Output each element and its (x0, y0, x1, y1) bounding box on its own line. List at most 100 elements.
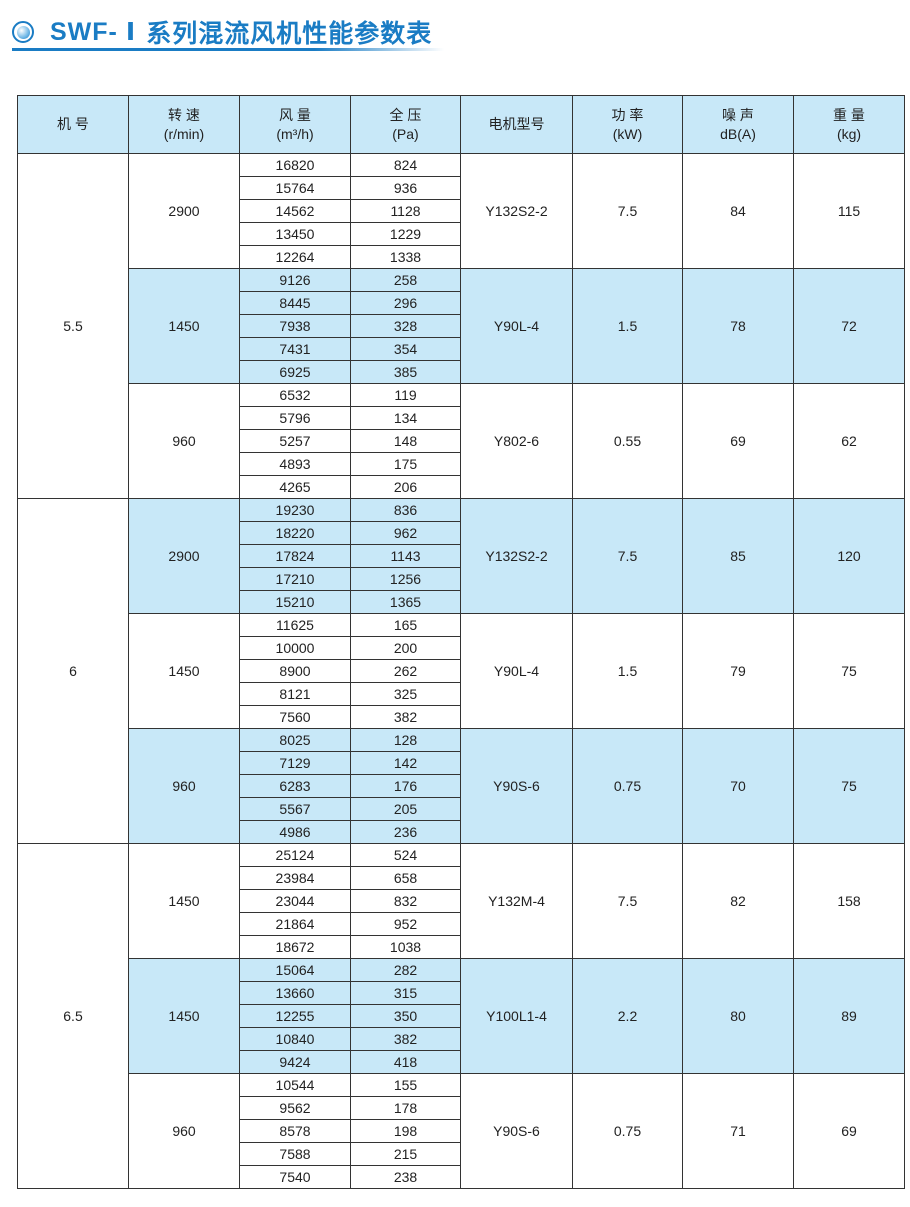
power-cell: 7.5 (572, 498, 683, 614)
pressure-cell: 282 (350, 958, 461, 982)
table-row: 7431 354 (18, 337, 905, 361)
airflow-cell: 17210 (239, 567, 351, 591)
table-row: 6 2900 19230 836 Y132S2-2 7.5 85 120 (17, 498, 905, 844)
airflow-cell: 14562 (239, 199, 351, 223)
motor-type-cell: Y132S2-2 (460, 153, 573, 269)
airflow-cell: 8121 (239, 682, 351, 706)
airflow-cell: 5796 (239, 406, 351, 430)
airflow-cell: 25124 (239, 843, 351, 867)
airflow-cell: 15210 (239, 590, 351, 614)
airflow-cell: 16820 (239, 153, 351, 177)
motor-type-cell: Y90L-4 (460, 268, 573, 384)
table-row: 4893 175 (18, 452, 905, 476)
power-cell: 2.2 (572, 958, 683, 1074)
table-row: 17824 1143 (18, 544, 905, 568)
airflow-cell: 9424 (239, 1050, 351, 1074)
airflow-cell: 9126 (239, 268, 351, 292)
pressure-cell: 382 (350, 1027, 461, 1051)
airflow-cell: 13450 (239, 222, 351, 246)
pressure-cell: 215 (350, 1142, 461, 1166)
pressure-cell: 832 (350, 889, 461, 913)
airflow-cell: 7431 (239, 337, 351, 361)
power-cell: 7.5 (572, 843, 683, 959)
motor-type-cell: Y802-6 (460, 383, 573, 499)
pressure-cell: 328 (350, 314, 461, 338)
header-model-no: 机 号 (17, 95, 129, 154)
table-row: 1450 11625 165 Y90L-4 1.5 79 75 (18, 613, 905, 729)
airflow-cell: 13660 (239, 981, 351, 1005)
noise-cell: 70 (682, 728, 794, 844)
pressure-cell: 175 (350, 452, 461, 476)
pressure-cell: 658 (350, 866, 461, 890)
motor-type-cell: Y100L1-4 (460, 958, 573, 1074)
pressure-cell: 206 (350, 475, 461, 499)
table-row: 17210 1256 (18, 567, 905, 591)
pressure-cell: 205 (350, 797, 461, 821)
pressure-cell: 296 (350, 291, 461, 315)
table-row: 9424 418 (18, 1050, 905, 1074)
airflow-cell: 6283 (239, 774, 351, 798)
title-roman: Ⅰ (125, 18, 137, 46)
title-prefix: SWF- (50, 17, 118, 46)
airflow-cell: 8025 (239, 728, 351, 752)
pressure-cell: 1256 (350, 567, 461, 591)
weight-cell: 62 (793, 383, 905, 499)
pressure-cell: 142 (350, 751, 461, 775)
pressure-cell: 165 (350, 613, 461, 637)
pressure-cell: 936 (350, 176, 461, 200)
weight-cell: 75 (793, 613, 905, 729)
airflow-cell: 12264 (239, 245, 351, 269)
airflow-cell: 12255 (239, 1004, 351, 1028)
airflow-cell: 8445 (239, 291, 351, 315)
weight-cell: 115 (793, 153, 905, 269)
header-speed: 转 速 (r/min) (128, 95, 240, 154)
table-row: 7129 142 (18, 751, 905, 775)
motor-type-cell: Y90S-6 (460, 728, 573, 844)
airflow-cell: 7938 (239, 314, 351, 338)
power-cell: 0.75 (572, 1073, 683, 1189)
noise-cell: 84 (682, 153, 794, 269)
airflow-cell: 23044 (239, 889, 351, 913)
model-no-cell: 5.5 (17, 153, 129, 499)
airflow-cell: 4265 (239, 475, 351, 499)
noise-cell: 78 (682, 268, 794, 384)
noise-cell: 85 (682, 498, 794, 614)
pressure-cell: 952 (350, 912, 461, 936)
table-row: 18672 1038 (18, 935, 905, 959)
table-row: 5.5 2900 16820 824 Y132S2-2 7.5 84 115 (17, 153, 905, 499)
bullet-icon (12, 21, 34, 43)
model-no-cell: 6 (17, 498, 129, 844)
airflow-cell: 5567 (239, 797, 351, 821)
page-title: SWF- Ⅰ 系列混流风机性能参数表 (12, 14, 432, 50)
speed-cell: 1450 (128, 958, 240, 1074)
weight-cell: 69 (793, 1073, 905, 1189)
table-row: 6283 176 (18, 774, 905, 798)
pressure-cell: 382 (350, 705, 461, 729)
table-row: 5796 134 (18, 406, 905, 430)
pressure-cell: 385 (350, 360, 461, 384)
table-row: 960 8025 128 Y90S-6 0.75 70 75 (18, 728, 905, 844)
airflow-cell: 19230 (239, 498, 351, 522)
airflow-cell: 15764 (239, 176, 351, 200)
airflow-cell: 8900 (239, 659, 351, 683)
noise-cell: 69 (682, 383, 794, 499)
speed-cell: 960 (128, 383, 240, 499)
table-row: 960 6532 119 Y802-6 0.55 69 62 (18, 383, 905, 499)
header-pressure: 全 压 (Pa) (350, 95, 461, 154)
pressure-cell: 155 (350, 1073, 461, 1097)
power-cell: 7.5 (572, 153, 683, 269)
table-row: 8900 262 (18, 659, 905, 683)
table-row: 12264 1338 (18, 245, 905, 269)
airflow-cell: 4986 (239, 820, 351, 844)
airflow-cell: 7588 (239, 1142, 351, 1166)
pressure-cell: 236 (350, 820, 461, 844)
table-row: 13450 1229 (18, 222, 905, 246)
table-row: 5257 148 (18, 429, 905, 453)
airflow-cell: 18220 (239, 521, 351, 545)
table-row: 7540 238 (18, 1165, 905, 1189)
pressure-cell: 350 (350, 1004, 461, 1028)
motor-type-cell: Y132S2-2 (460, 498, 573, 614)
table-row: 14562 1128 (18, 199, 905, 223)
table-row: 23984 658 (18, 866, 905, 890)
speed-cell: 2900 (128, 153, 240, 269)
